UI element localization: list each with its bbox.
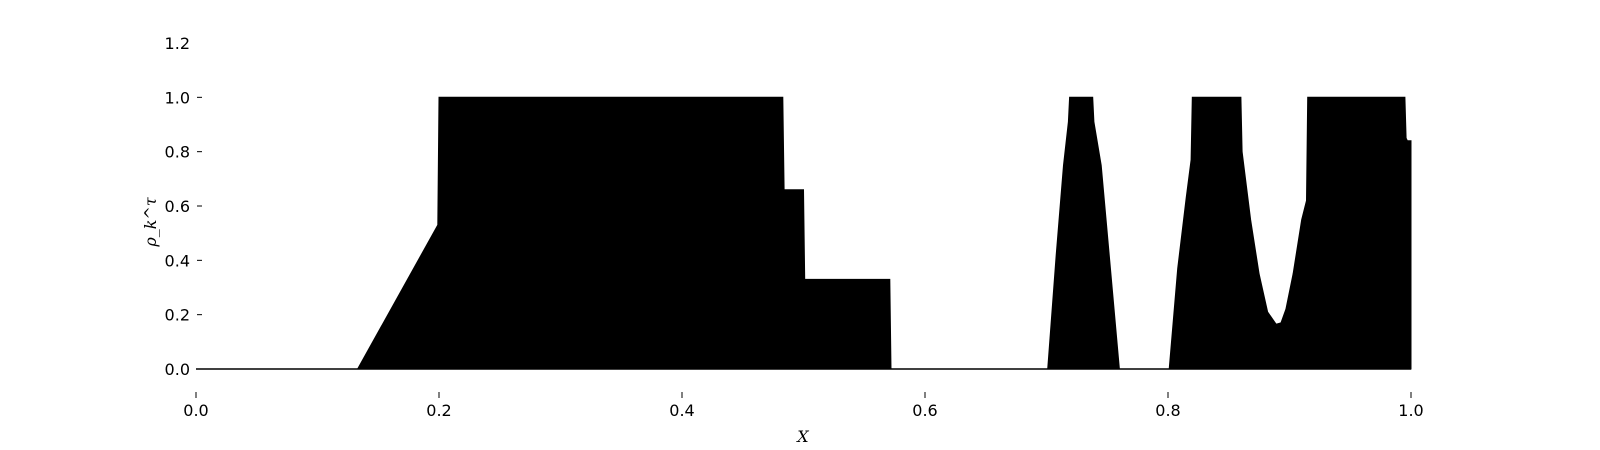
y-tick-label: 1.2 <box>165 34 190 53</box>
y-tick-label: 1.0 <box>165 88 190 107</box>
svg-text:ρ_k^τ: ρ_k^τ <box>141 196 160 248</box>
x-tick-label: 0.2 <box>426 401 451 420</box>
x-axis-label: X <box>795 427 809 446</box>
y-tick-label: 0.6 <box>165 197 190 216</box>
x-tick-label: 0.4 <box>669 401 694 420</box>
series-area-0 <box>196 96 1412 370</box>
y-tick-label: 0.4 <box>165 251 190 270</box>
y-tick-label: 0.2 <box>165 306 190 325</box>
x-tick-label: 1.0 <box>1398 401 1423 420</box>
x-tick-label: 0.6 <box>912 401 937 420</box>
x-axis: 0.0 0.2 0.4 0.6 0.8 1.0 <box>183 392 1424 420</box>
x-tick-label: 0.8 <box>1155 401 1180 420</box>
y-axis: 0.0 0.2 0.4 0.6 0.8 1.0 1.2 <box>165 34 202 379</box>
plot-area <box>196 96 1412 370</box>
y-tick-label: 0.0 <box>165 360 190 379</box>
y-axis-label: ρ_k^τ <box>141 196 160 248</box>
x-tick-label: 0.0 <box>183 401 208 420</box>
y-tick-label: 0.8 <box>165 143 190 162</box>
